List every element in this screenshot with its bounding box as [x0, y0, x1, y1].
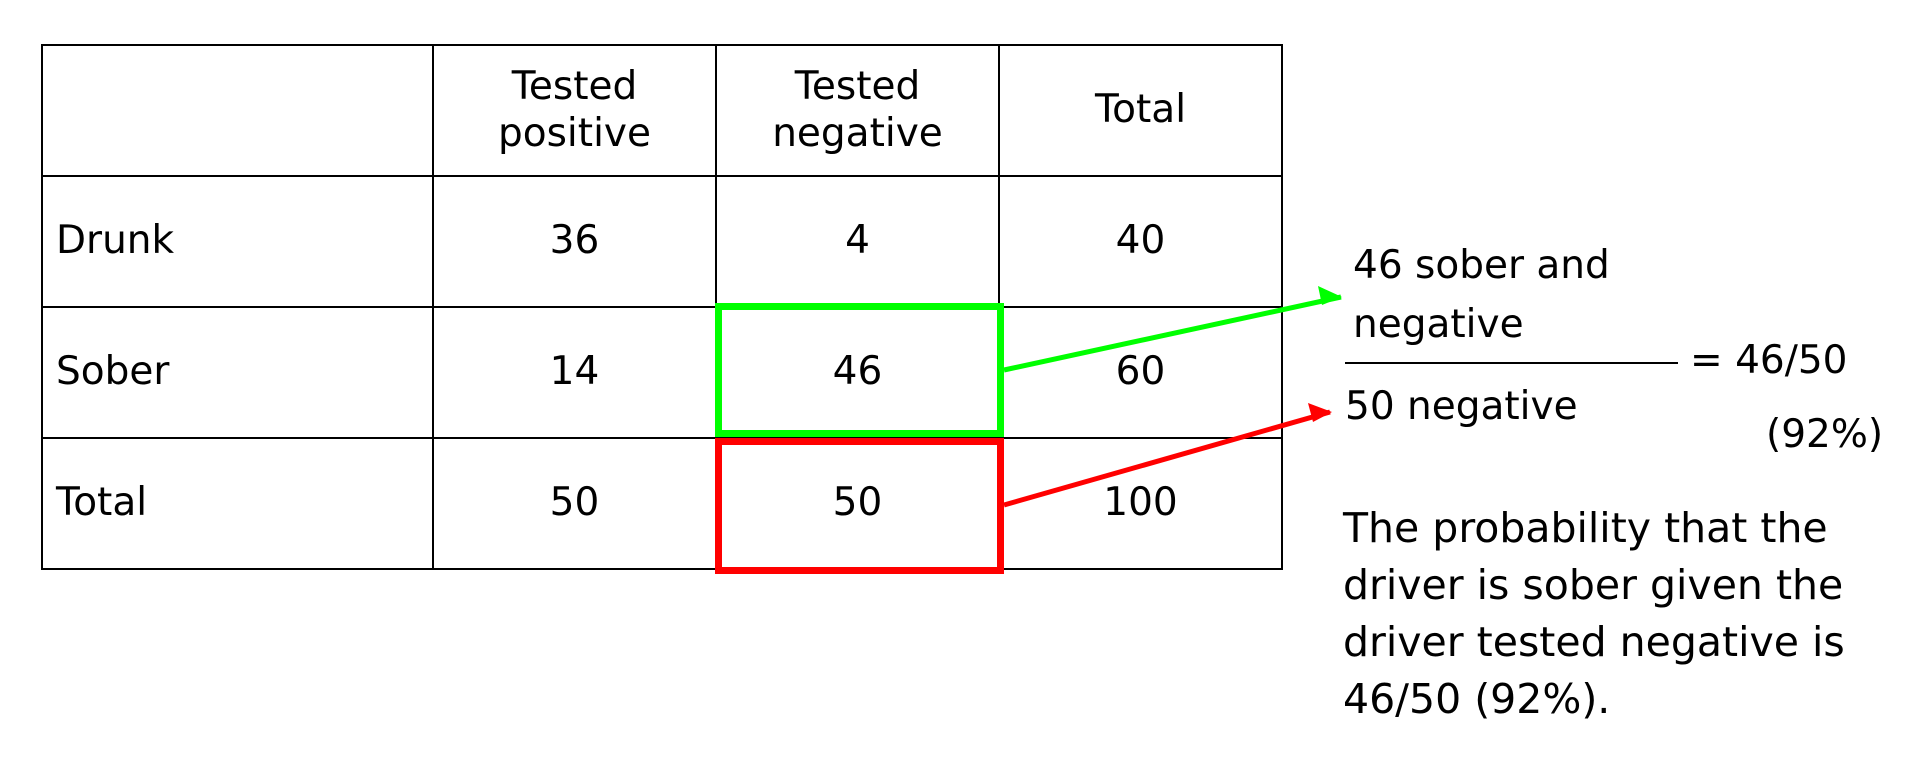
- table-row: Sober 14 46 60: [41, 306, 1283, 439]
- table-row: Total 50 50 100: [41, 437, 1283, 570]
- header-cell: Tested positive: [432, 44, 717, 177]
- fraction-result: = 46/50: [1690, 338, 1848, 383]
- row-label: Total: [41, 437, 434, 570]
- fraction-percent: (92%): [1766, 412, 1884, 457]
- header-cell: Tested negative: [715, 44, 1000, 177]
- explanation-text: The probability that the driver is sober…: [1343, 504, 1845, 723]
- numerator-arrow-head: [1318, 286, 1342, 305]
- table-cell: 36: [432, 175, 717, 308]
- table-cell: 50: [432, 437, 717, 570]
- header-cell-empty: [41, 44, 434, 177]
- table-cell: 60: [998, 306, 1283, 439]
- numerator-arrow: [1003, 294, 1342, 373]
- table-cell: 4: [715, 175, 1000, 308]
- fraction-denominator: 50 negative: [1345, 384, 1578, 429]
- fraction-numerator-line1: 46 sober and: [1353, 243, 1610, 288]
- denominator-arrow: [1003, 409, 1331, 508]
- row-label: Drunk: [41, 175, 434, 308]
- contingency-table: Tested positive Tested negative Total Drun…: [41, 44, 1283, 570]
- table-cell: 46: [715, 306, 1000, 439]
- fraction-bar: [1345, 362, 1678, 364]
- table-header-row: Tested positive Tested negative Total: [41, 44, 1283, 177]
- table-row: Drunk 36 4 40: [41, 175, 1283, 308]
- header-tested-negative-line1: Tested negative: [772, 63, 943, 156]
- row-label: Sober: [41, 306, 434, 439]
- table-cell: 40: [998, 175, 1283, 308]
- fraction-numerator-line2: negative: [1353, 302, 1524, 347]
- denominator-arrow-head: [1308, 403, 1332, 422]
- table-cell: 14: [432, 306, 717, 439]
- header-cell: Total: [998, 44, 1283, 177]
- table-cell: 100: [998, 437, 1283, 570]
- header-tested-positive-line1: Tested positive: [498, 63, 651, 156]
